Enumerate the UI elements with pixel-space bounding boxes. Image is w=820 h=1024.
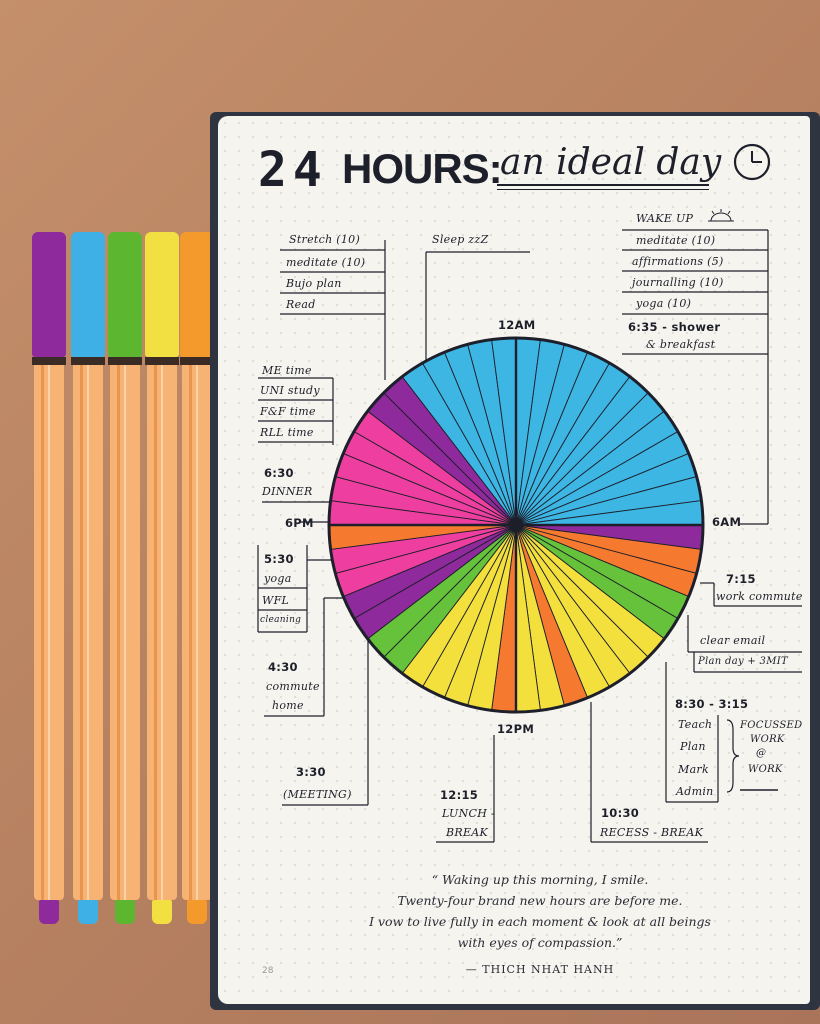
work-item: Admin [676,785,714,798]
wake-shower: 6:35 - shower [628,320,721,334]
focus-line1: FOCUSSED [740,720,803,731]
wake-breakfast: & breakfast [646,338,716,351]
work-commute-label: work commute [716,590,803,603]
label-12am: 12AM [498,318,536,332]
title-underline-2 [497,189,709,190]
quote-line: Twenty-four brand new hours are before m… [397,893,683,908]
wake-item: affirmations (5) [632,255,724,268]
commute-home-line1: commute [266,680,320,693]
left-top-item: meditate (10) [286,256,366,269]
recess-time: 10:30 [601,806,640,820]
left-top-item: Read [286,298,316,311]
focus-line4: WORK [748,764,783,775]
me-time-item: RLL time [260,426,314,439]
quote-line: with eyes of compassion.” [457,935,623,950]
title-underline [497,184,709,186]
focus-line2: WORK [750,734,785,745]
email-line2: Plan day + 3MIT [698,656,788,667]
meeting-time: 3:30 [296,765,326,779]
pen-purple [32,232,66,924]
pen-yellow [145,232,179,924]
pie-chart [327,336,705,714]
left-top-item: Stretch (10) [289,233,361,246]
work-item: Teach [678,718,713,731]
yoga-item: cleaning [260,615,302,625]
label-12pm: 12PM [497,722,535,736]
work-item: Mark [678,763,709,776]
title-hours: HOURS: [342,145,503,192]
quote-line: I vow to live fully in each moment & loo… [369,914,711,929]
me-time-item: UNI study [260,384,320,397]
quote-line: “ Waking up this morning, I smile. [431,872,649,887]
lunch-line1: LUNCH - [442,807,495,820]
clock-icon [733,143,771,181]
work-item: Plan [680,740,706,753]
commute-home-time: 4:30 [268,660,298,674]
work-time: 8:30 - 3:15 [675,697,749,711]
sunrise-icon [708,209,734,222]
recess-label: RECESS - BREAK [600,826,704,839]
label-6am: 6AM [712,515,742,529]
wake-title: WAKE UP [636,212,694,225]
wake-item: yoga (10) [636,297,692,310]
wake-item: meditate (10) [636,234,716,247]
left-top-item: Bujo plan [286,277,342,290]
meeting-label: (MEETING) [283,788,352,801]
dinner-time: 6:30 [264,466,294,480]
title-subtitle: an ideal day [500,142,722,183]
yoga-item: yoga [264,572,292,585]
pen-green [108,232,142,924]
focus-line3: @ [756,748,767,759]
focus-brace [726,719,740,793]
label-6pm: 6PM [285,516,314,530]
me-time-item: ME time [262,364,312,377]
sleep-label: Sleep zzZ [432,233,489,246]
me-time-item: F&F time [260,405,316,418]
commute-home-line2: home [272,699,304,712]
yoga-time: 5:30 [264,552,294,566]
quote-author: — THICH NHAT HANH [465,963,615,976]
yoga-item: WFL [262,594,290,607]
pen-orange [180,232,214,924]
lunch-line2: BREAK [446,826,489,839]
lunch-time: 12:15 [440,788,479,802]
email-line1: clear email [700,634,766,647]
dinner-label: DINNER [262,485,313,498]
wake-item: journalling (10) [632,276,724,289]
pen-blue [71,232,105,924]
work-commute-time: 7:15 [726,572,756,586]
page-number: 28 [262,966,274,976]
title-number: 24 [258,142,328,198]
